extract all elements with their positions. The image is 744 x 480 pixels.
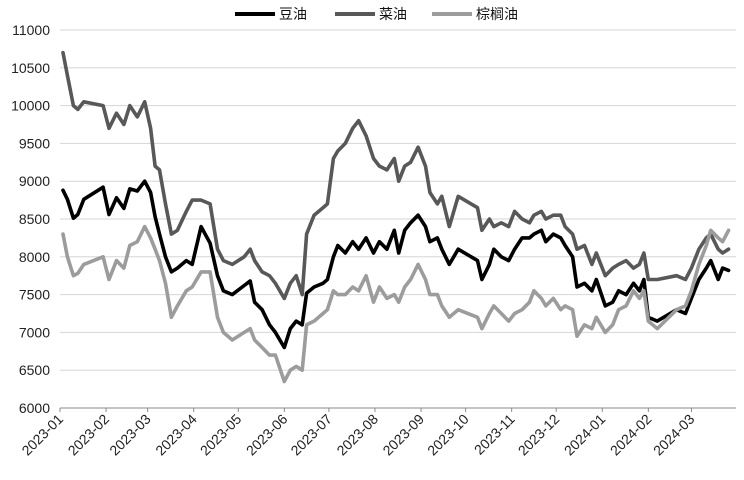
x-tick-label: 2023-08: [333, 411, 381, 459]
y-tick-label: 8000: [19, 249, 50, 265]
y-tick-label: 9500: [19, 135, 50, 151]
y-axis-tick-labels: 6000 6500 7000 7500 8000 8500 9000 9500 10000 105…: [11, 22, 50, 416]
y-tick-label: 6000: [19, 400, 50, 416]
x-tick-label: 2023-06: [243, 411, 291, 459]
gridlines: [60, 29, 736, 371]
x-tick-label: 2023-05: [197, 411, 245, 459]
x-tick-label: 2023-02: [65, 411, 113, 459]
y-tick-label: 7000: [19, 324, 50, 340]
x-tick-label: 2023-09: [379, 411, 427, 459]
x-tick-label: 2023-07: [287, 411, 335, 459]
y-tick-label: 6500: [19, 362, 50, 378]
legend-label: 棕榈油: [476, 7, 518, 23]
y-tick-label: 7500: [19, 287, 50, 303]
y-tick-label: 11000: [12, 22, 50, 38]
x-tick-label: 2024-03: [650, 411, 698, 459]
x-tick-label: 2023-01: [18, 411, 66, 459]
y-tick-label: 9000: [19, 173, 50, 189]
series-line-0: [61, 179, 731, 350]
x-axis-tick-labels: 2023-012023-022023-032023-042023-052023-…: [18, 408, 698, 459]
legend: 豆油 菜油 棕榈油: [235, 7, 518, 23]
x-tick-label: 2024-02: [607, 411, 655, 459]
y-tick-label: 8500: [19, 211, 50, 227]
series-line-2: [61, 224, 731, 384]
x-tick-label: 2023-10: [424, 411, 472, 459]
series-line-1: [61, 50, 731, 301]
series-lines: [61, 50, 731, 384]
y-tick-label: 10000: [11, 98, 50, 114]
legend-label: 豆油: [279, 7, 307, 23]
x-tick-label: 2024-01: [561, 411, 609, 459]
y-tick-label: 10500: [11, 60, 50, 76]
x-tick-label: 2023-03: [106, 411, 154, 459]
x-tick-label: 2023-04: [152, 411, 200, 459]
legend-label: 菜油: [379, 7, 407, 23]
x-tick-label: 2023-11: [471, 411, 518, 458]
x-tick-label: 2023-12: [515, 411, 563, 459]
